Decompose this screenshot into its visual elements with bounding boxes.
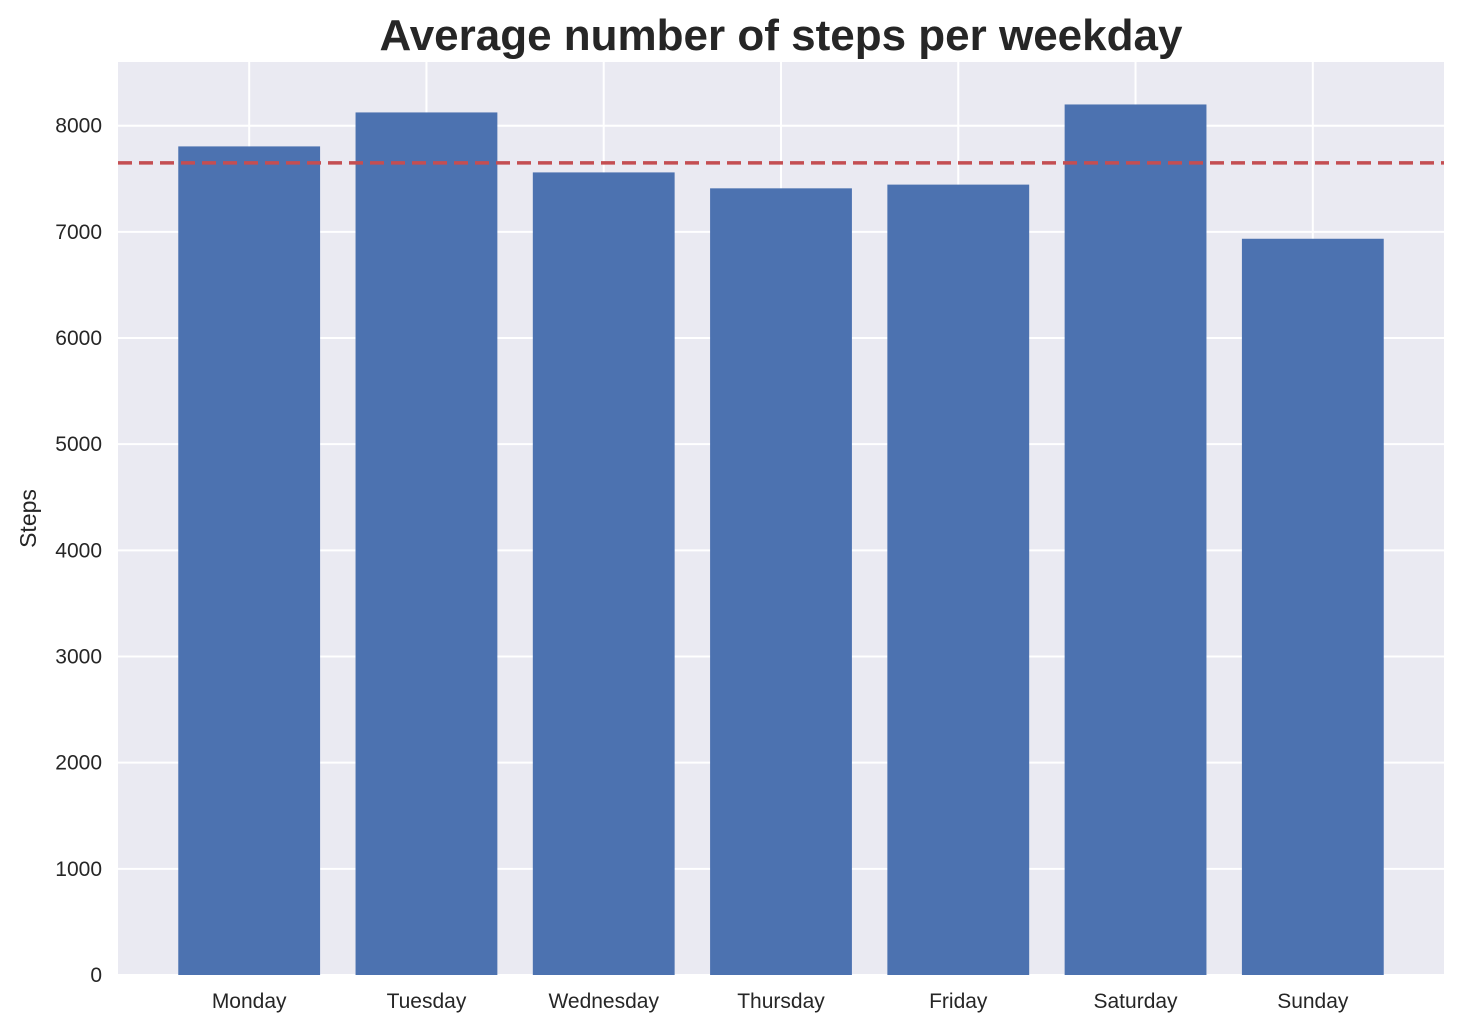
bar-tuesday	[355, 112, 498, 976]
bars	[178, 104, 1384, 976]
y-axis-label: Steps	[15, 489, 41, 548]
x-tick-label: Friday	[929, 990, 988, 1013]
y-tick-label: 7000	[55, 221, 102, 244]
bar-wednesday	[532, 172, 675, 975]
bar-saturday	[1064, 104, 1207, 976]
x-tick-label: Sunday	[1277, 990, 1349, 1013]
y-axis-ticks: 0 1000 2000 3000 4000 5000 6000 7000 8000	[55, 115, 102, 987]
y-tick-label: 2000	[55, 752, 102, 775]
x-tick-label: Wednesday	[548, 990, 659, 1013]
y-tick-label: 1000	[55, 858, 102, 881]
x-tick-label: Thursday	[737, 990, 825, 1013]
chart-title: Average number of steps per weekday	[380, 11, 1183, 60]
y-tick-label: 0	[90, 964, 102, 987]
x-tick-label: Saturday	[1094, 990, 1179, 1013]
y-tick-label: 5000	[55, 433, 102, 456]
bar-thursday	[710, 188, 852, 975]
x-tick-label: Monday	[212, 990, 287, 1013]
y-tick-label: 4000	[55, 539, 102, 562]
y-tick-label: 8000	[55, 115, 102, 138]
x-tick-label: Tuesday	[387, 990, 467, 1013]
y-tick-label: 3000	[55, 646, 102, 669]
bar-monday	[178, 146, 321, 975]
x-axis-ticks: Monday Tuesday Wednesday Thursday Friday Satu…	[212, 990, 1349, 1013]
bar-friday	[887, 184, 1030, 975]
y-tick-label: 6000	[55, 327, 102, 350]
bar-sunday	[1241, 238, 1384, 975]
